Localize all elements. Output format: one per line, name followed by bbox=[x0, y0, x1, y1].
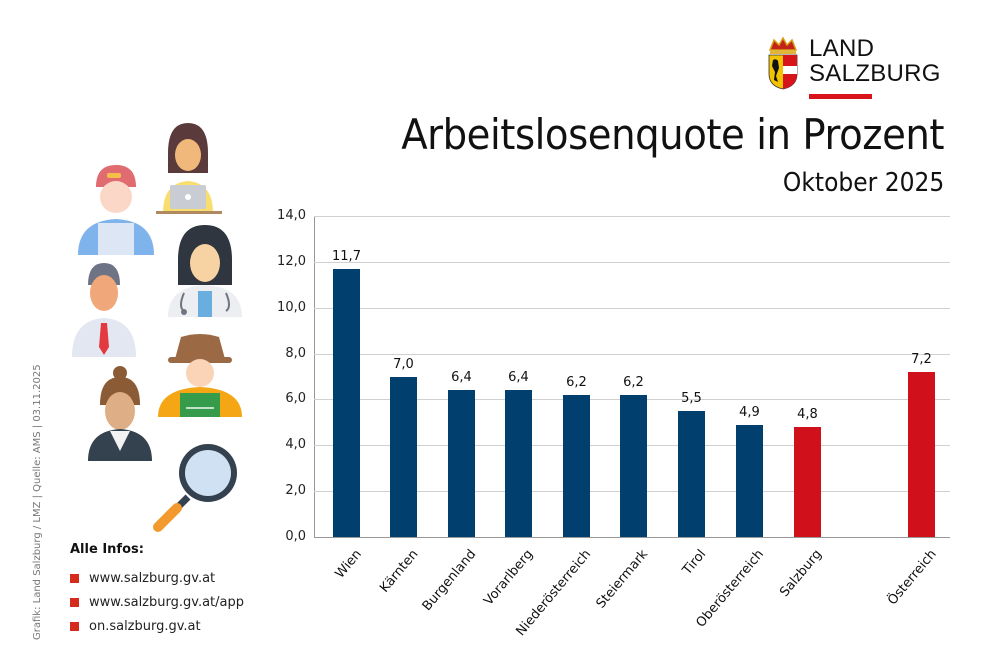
bar-steiermark bbox=[620, 394, 647, 537]
y-tick-label: 8,0 bbox=[285, 345, 306, 361]
farmer-hat-icon bbox=[158, 334, 242, 417]
gridline bbox=[314, 216, 950, 217]
value-label: 4,9 bbox=[739, 404, 760, 420]
x-tick-label: Kärnten bbox=[377, 547, 422, 596]
info-link-item[interactable]: www.salzburg.gv.at/app bbox=[70, 590, 244, 614]
y-tick-label: 12,0 bbox=[277, 253, 306, 269]
value-label: 7,0 bbox=[393, 356, 414, 372]
x-tick-label: Vorarlberg bbox=[481, 547, 537, 609]
bar-kärnten bbox=[390, 376, 417, 537]
chart-title: Arbeitslosenquote in Prozent bbox=[401, 110, 944, 159]
y-tick-label: 14,0 bbox=[277, 208, 306, 223]
logo-line-2: SALZBURG bbox=[809, 60, 941, 87]
info-link-website[interactable]: www.salzburg.gv.at bbox=[89, 570, 216, 586]
bar-oberösterreich bbox=[736, 424, 763, 537]
y-tick-label: 2,0 bbox=[285, 483, 306, 499]
logo-line-1: LAND bbox=[809, 35, 875, 62]
gridline bbox=[314, 353, 950, 355]
value-label: 7,2 bbox=[911, 351, 932, 367]
x-axis bbox=[314, 537, 950, 538]
red-bullet-icon bbox=[70, 573, 79, 583]
logo-accent-bar bbox=[809, 94, 872, 99]
x-tick-label: Österreich bbox=[884, 547, 940, 609]
occupation-illustrations bbox=[72, 123, 242, 532]
woman-laptop-icon bbox=[156, 123, 222, 214]
bar-wien bbox=[333, 268, 360, 537]
red-bullet-icon bbox=[70, 597, 79, 607]
y-axis bbox=[314, 216, 315, 537]
doctor-icon bbox=[168, 225, 242, 317]
y-tick-label: 0,0 bbox=[285, 529, 306, 544]
red-bullet-icon bbox=[70, 621, 79, 631]
gridline bbox=[314, 307, 950, 309]
value-label: 6,2 bbox=[623, 374, 644, 390]
info-heading: Alle Infos: bbox=[70, 542, 144, 557]
x-tick-label: Burgenland bbox=[419, 547, 480, 614]
y-tick-label: 10,0 bbox=[277, 299, 306, 315]
info-link-item[interactable]: www.salzburg.gv.at bbox=[70, 566, 244, 590]
businessman-tie-icon bbox=[72, 263, 136, 357]
coat-of-arms-icon bbox=[768, 36, 798, 90]
value-label: 4,8 bbox=[797, 406, 818, 422]
info-link-item[interactable]: on.salzburg.gv.at bbox=[70, 614, 244, 638]
value-label: 6,4 bbox=[508, 370, 529, 386]
bar-österreich bbox=[908, 371, 935, 537]
bar-burgenland bbox=[448, 390, 475, 537]
magnifier-icon bbox=[153, 444, 237, 532]
info-block: Alle Infos: www.salzburg.gv.at www.salzb… bbox=[70, 542, 244, 638]
bar-niederösterreich bbox=[563, 394, 590, 537]
value-label: 11,7 bbox=[332, 248, 361, 264]
businesswoman-icon bbox=[88, 366, 152, 461]
chart-subtitle: Oktober 2025 bbox=[782, 168, 944, 198]
bar-salzburg bbox=[794, 426, 821, 537]
info-link-app[interactable]: www.salzburg.gv.at/app bbox=[89, 594, 244, 610]
gridline bbox=[314, 261, 950, 263]
x-tick-label: Salzburg bbox=[777, 547, 826, 600]
value-label: 5,5 bbox=[681, 390, 702, 406]
value-label: 6,4 bbox=[451, 370, 472, 386]
x-tick-label: Tirol bbox=[680, 547, 710, 578]
y-tick-label: 6,0 bbox=[285, 391, 306, 407]
x-tick-label: Wien bbox=[332, 547, 365, 582]
bar-vorarlberg bbox=[505, 390, 532, 537]
logo-wordmark: LAND SALZBURG bbox=[809, 36, 941, 86]
info-link-on[interactable]: on.salzburg.gv.at bbox=[89, 618, 201, 634]
y-tick-label: 4,0 bbox=[285, 437, 306, 453]
worker-cap-icon bbox=[78, 165, 154, 255]
land-salzburg-logo: LAND SALZBURG bbox=[766, 36, 956, 102]
x-tick-label: Steiermark bbox=[593, 547, 652, 612]
bar-tirol bbox=[678, 410, 705, 537]
value-label: 6,2 bbox=[566, 374, 587, 390]
